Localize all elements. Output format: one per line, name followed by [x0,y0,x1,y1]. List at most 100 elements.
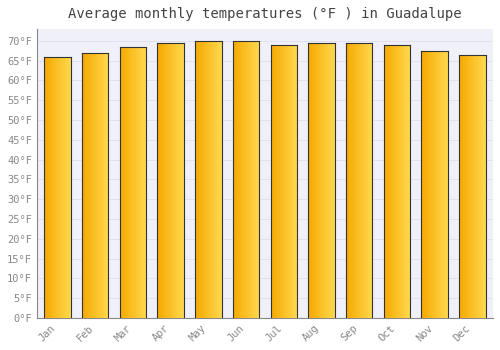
Bar [310,43,311,318]
Bar [103,53,104,318]
Bar [385,45,386,318]
Bar [290,45,291,318]
Bar [221,41,222,318]
Bar [294,45,295,318]
Bar [280,45,281,318]
Bar [285,45,286,318]
Bar [62,57,63,318]
Bar [326,43,327,318]
Bar [125,47,126,318]
Bar [429,51,430,318]
Bar [170,43,171,318]
Bar [272,45,273,318]
Bar [311,43,312,318]
Bar [275,45,276,318]
Bar [136,47,137,318]
Bar [325,43,326,318]
Bar [464,55,465,318]
Bar [351,43,352,318]
Bar [69,57,70,318]
Bar [332,43,333,318]
Bar [365,43,366,318]
Bar [323,43,324,318]
Bar [434,51,435,318]
Bar [240,41,241,318]
Bar [175,43,176,318]
Bar [96,53,97,318]
Bar [437,51,438,318]
Bar [440,51,441,318]
Bar [53,57,54,318]
Bar [45,57,46,318]
Bar [84,53,85,318]
Bar [63,57,64,318]
Bar [239,41,240,318]
Bar [318,43,319,318]
Bar [131,47,132,318]
Bar [481,55,482,318]
Bar [356,43,357,318]
Bar [251,41,252,318]
Bar [183,43,184,318]
Bar [82,53,83,318]
Bar [248,41,249,318]
Bar [87,53,88,318]
Bar [433,51,434,318]
Bar [428,51,429,318]
Bar [463,55,464,318]
Bar [485,55,486,318]
Bar [387,45,388,318]
Bar [352,43,353,318]
Bar [480,55,481,318]
Bar [396,45,397,318]
Bar [391,45,392,318]
Bar [398,45,399,318]
Bar [258,41,260,318]
Bar [215,41,216,318]
Bar [160,43,161,318]
Bar [210,41,211,318]
Bar [361,43,362,318]
Bar [54,57,55,318]
Bar [165,43,166,318]
Bar [319,43,320,318]
Bar [126,47,127,318]
Bar [233,41,234,318]
Bar [271,45,272,318]
Bar [371,43,372,318]
Bar [65,57,66,318]
Bar [179,43,180,318]
Bar [422,51,423,318]
Bar [324,43,325,318]
Bar [473,55,474,318]
Bar [395,45,396,318]
Bar [406,45,407,318]
Bar [279,45,280,318]
Bar [164,43,165,318]
Bar [402,45,403,318]
Bar [196,41,197,318]
Bar [169,43,170,318]
Bar [104,53,105,318]
Bar [235,41,236,318]
Bar [209,41,210,318]
Bar [201,41,202,318]
Bar [105,53,106,318]
Bar [333,43,334,318]
Bar [202,41,203,318]
Bar [461,55,462,318]
Bar [55,57,56,318]
Bar [353,43,354,318]
Bar [431,51,432,318]
Bar [389,45,390,318]
Bar [219,41,220,318]
Bar [181,43,182,318]
Bar [121,47,122,318]
Bar [60,57,61,318]
Bar [237,41,238,318]
Bar [57,57,58,318]
Bar [355,43,356,318]
Bar [143,47,144,318]
Bar [296,45,297,318]
Bar [48,57,49,318]
